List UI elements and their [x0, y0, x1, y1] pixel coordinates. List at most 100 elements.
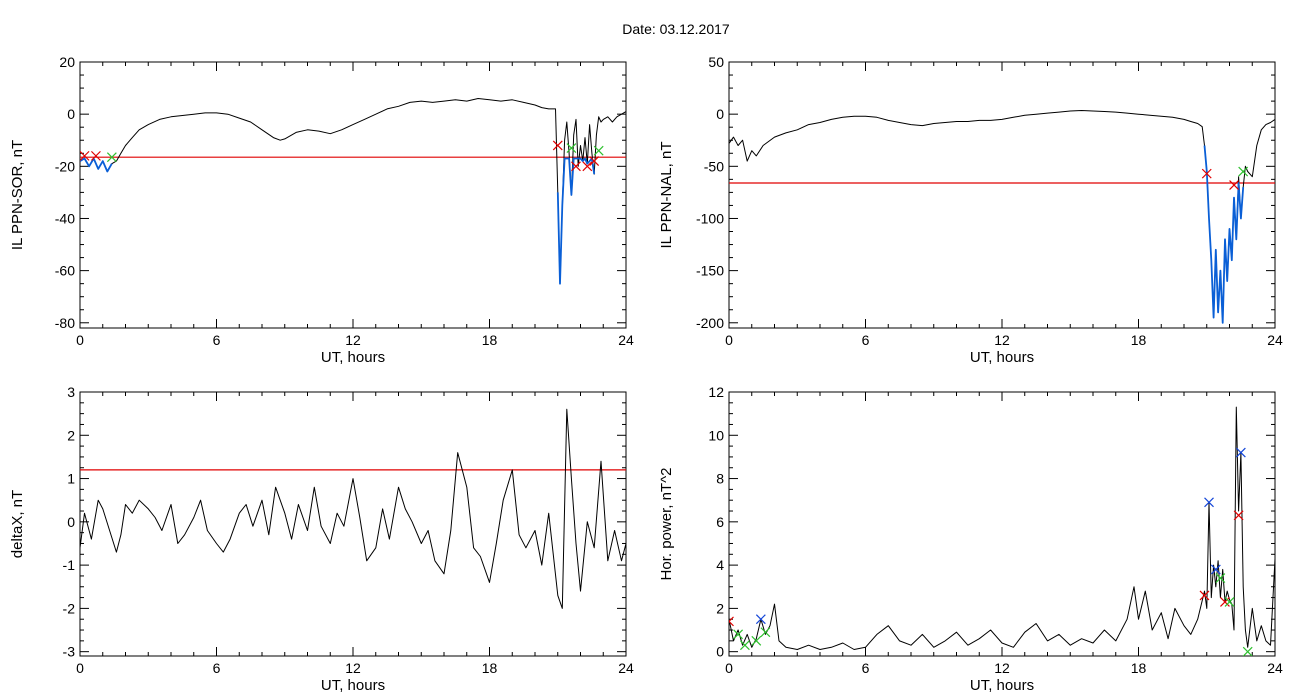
series-line: [729, 406, 1275, 650]
x-tick-label: 18: [1131, 332, 1147, 348]
x-tick-label: 18: [482, 332, 498, 348]
x-tick-label: 0: [76, 332, 84, 348]
event-marker-green: [760, 627, 771, 638]
x-tick-label: 24: [1267, 332, 1283, 348]
y-tick-label: 8: [716, 471, 724, 487]
x-tick-label: 6: [213, 660, 221, 676]
series-line: [80, 408, 626, 609]
event-marker-red: [1229, 180, 1239, 191]
x-tick-label: 0: [76, 660, 84, 676]
panel-deltax: 0 6 12 18 24 3 2 1 0 -1 -2 -3 UT, hours deltaX, nT: [9, 384, 634, 694]
y-tick-label: 4: [716, 557, 724, 573]
event-marker-green: [566, 143, 577, 153]
event-marker-green: [1215, 573, 1226, 584]
event-marker-blue: [755, 614, 766, 625]
highlight-series-line: [80, 157, 113, 173]
event-marker-green: [1242, 646, 1253, 656]
event-marker-green: [593, 145, 604, 156]
event-marker-red: [91, 150, 101, 161]
event-marker-red: [1201, 168, 1212, 179]
series-line: [729, 110, 1275, 324]
y-tick-label: -80: [55, 315, 75, 331]
y-tick-label: -100: [696, 210, 724, 226]
x-tick-label: 12: [345, 660, 361, 676]
y-tick-label: 50: [708, 54, 724, 70]
plot-frame: [79, 391, 627, 657]
event-marker-green: [733, 629, 744, 640]
event-marker-blue: [1204, 497, 1214, 508]
y-tick-label: -150: [696, 263, 724, 279]
y-axis-label: Hor. power, nT^2: [658, 468, 675, 581]
highlight-series-line: [1203, 145, 1245, 324]
x-tick-label: 0: [725, 332, 733, 348]
y-axis-label: IL PPN-SOR, nT: [9, 140, 26, 250]
event-marker-red: [571, 161, 581, 172]
y-tick-label: 0: [716, 644, 724, 660]
event-marker-red: [589, 156, 600, 167]
y-tick-label: 20: [59, 54, 75, 70]
x-tick-label: 12: [345, 332, 361, 348]
y-axis-label: IL PPN-NAL, nT: [658, 142, 675, 249]
y-tick-label: 0: [716, 106, 724, 122]
x-tick-label: 12: [994, 660, 1010, 676]
y-tick-label: -2: [63, 600, 76, 616]
y-tick-label: 1: [67, 471, 75, 487]
event-marker-green: [106, 152, 117, 163]
x-tick-label: 6: [862, 332, 870, 348]
x-axis-label: UT, hours: [321, 677, 385, 694]
y-tick-label: 3: [67, 384, 75, 400]
x-axis-label: UT, hours: [970, 677, 1034, 694]
event-marker-green: [1224, 596, 1235, 607]
plot-area: [729, 406, 1275, 656]
plot-area: [729, 110, 1275, 324]
x-tick-label: 24: [618, 332, 634, 348]
series-line: [80, 98, 626, 285]
plot-frame: [79, 61, 627, 329]
x-tick-label: 18: [1131, 660, 1147, 676]
event-marker-red: [552, 140, 563, 151]
x-tick-label: 12: [994, 332, 1010, 348]
x-axis-label: UT, hours: [321, 349, 385, 366]
panel-hor-power: 0 6 12 18 24 12 10 8 6 4 2 0 UT, hours Hor. power, nT…: [658, 384, 1283, 694]
y-tick-label: 2: [716, 600, 724, 616]
y-tick-label: -200: [696, 315, 724, 331]
y-tick-label: 2: [67, 427, 75, 443]
plot-frame: [728, 391, 1276, 657]
x-tick-label: 24: [1267, 660, 1283, 676]
panel-il-sor: 0 6 12 18 24 20 0 -20 -40 -60 -80 UT, hours IL PPN-S…: [9, 54, 634, 366]
panel-il-nal: 0 6 12 18 24 50 0 -50 -100 -150 -200 UT, hours IL PP…: [658, 54, 1283, 366]
x-tick-label: 0: [725, 660, 733, 676]
event-marker-red: [1233, 510, 1244, 521]
y-tick-label: -40: [55, 210, 75, 226]
event-marker-green: [1238, 166, 1249, 177]
plot-area: [80, 408, 626, 609]
highlight-series-line: [556, 157, 596, 285]
x-tick-label: 6: [862, 660, 870, 676]
y-tick-label: -60: [55, 263, 75, 279]
x-tick-label: 18: [482, 660, 498, 676]
figure-title: Date: 03.12.2017: [622, 21, 730, 37]
y-tick-label: 10: [708, 427, 724, 443]
y-tick-label: 12: [708, 384, 724, 400]
x-tick-label: 6: [213, 332, 221, 348]
x-axis-label: UT, hours: [970, 349, 1034, 366]
event-marker-red: [729, 616, 734, 627]
y-tick-label: 0: [67, 106, 75, 122]
y-tick-label: -1: [63, 557, 76, 573]
y-tick-label: -50: [704, 158, 724, 174]
event-marker-red: [1220, 596, 1230, 607]
event-marker-red: [1199, 590, 1210, 601]
y-tick-label: 6: [716, 514, 724, 530]
event-marker-blue: [1210, 564, 1221, 575]
y-tick-label: -3: [63, 644, 76, 660]
plot-area: [80, 98, 626, 285]
event-marker-red: [582, 161, 593, 172]
event-marker-green: [751, 635, 762, 646]
y-axis-label: deltaX, nT: [9, 490, 26, 558]
event-marker-red: [80, 150, 90, 161]
plot-frame: [728, 61, 1276, 329]
x-tick-label: 24: [618, 660, 634, 676]
event-marker-blue: [1235, 447, 1246, 458]
event-marker-green: [740, 640, 750, 651]
